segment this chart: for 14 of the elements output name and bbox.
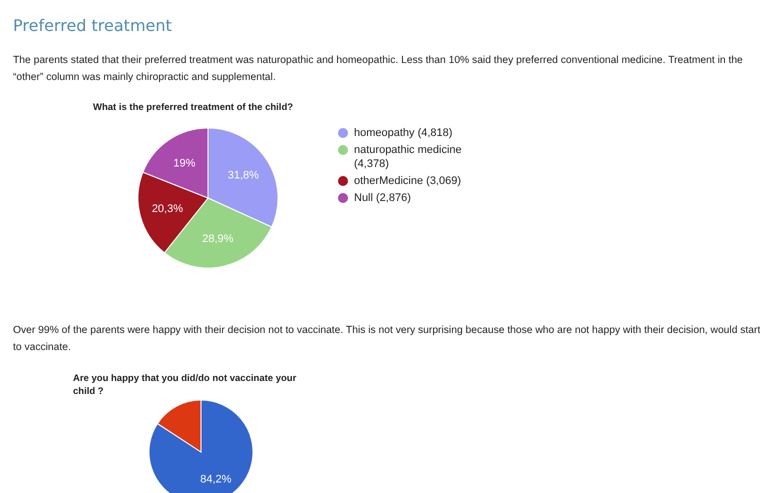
data-label: 20,3% — [152, 202, 184, 215]
text: The parents stated that their preferred treatment was naturopathic and homeopathic. Less than 10% said they preferred conventional medicine. Treatment in the “other” column was mainly chiropractic and supplemental. — [13, 54, 744, 85]
text: Preferred treatment — [13, 16, 172, 35]
text: Over 99% of the parents were happy with their decision not to vaccinate. This is not very surprising because those who are not happy with their decision, would start to vaccinate. — [13, 324, 761, 355]
legend-label: Null (2,876) — [354, 191, 411, 205]
legend-label: naturopathic medicine (4,378) — [354, 143, 463, 171]
chart-title: Are you happy that you did/do not vaccinate your child ? — [73, 372, 298, 398]
chart-title: What is the preferred treatment of the child? — [93, 101, 294, 114]
legend-label: homeopathy (4,818) — [354, 126, 452, 140]
data-label: 19% — [173, 157, 196, 170]
data-label: 31,8% — [228, 169, 260, 182]
data-label: 84,2% — [200, 473, 232, 486]
legend-label: otherMedicine (3,069) — [354, 174, 462, 188]
data-label: 28,9% — [202, 232, 234, 245]
